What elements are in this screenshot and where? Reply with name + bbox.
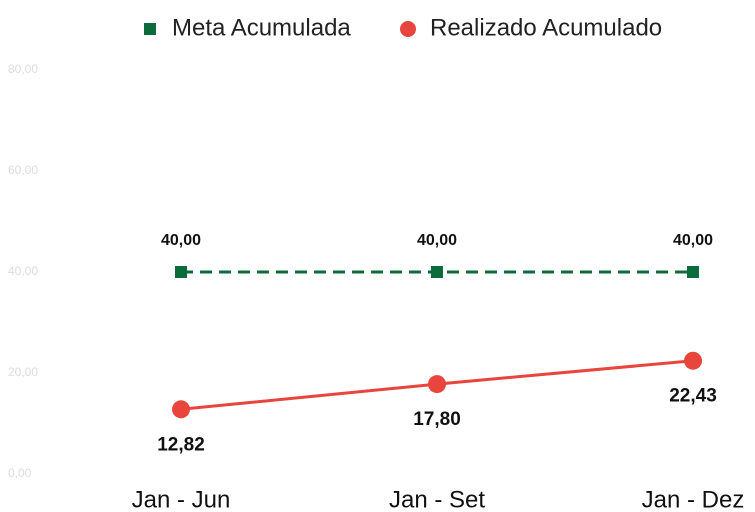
legend-label: Meta Acumulada [172,14,351,41]
legend-swatch [144,23,156,35]
y-tick-label: 60,00 [8,163,38,177]
data-label: 17,80 [413,409,461,430]
point [687,266,699,278]
x-tick-label: Jan - Set [389,486,485,512]
data-label: 12,82 [157,434,205,455]
y-tick-label: 20,00 [8,365,38,379]
data-label: 22,43 [669,386,717,407]
y-tick-label: 40,00 [8,264,38,278]
x-tick-label: Jan - Jun [132,486,231,512]
data-label: 40,00 [673,232,713,249]
y-tick-label: 0,00 [8,466,32,480]
data-label: 40,00 [161,232,201,249]
data-label: 40,00 [417,232,457,249]
x-tick-label: Jan - Dez [642,486,745,512]
point [684,351,702,370]
legend-swatch [400,21,416,37]
point [175,266,187,278]
y-tick-label: 80,00 [8,62,38,76]
point [428,375,446,394]
point [172,400,190,419]
legend-label: Realizado Acumulado [430,14,662,41]
point [431,266,443,278]
